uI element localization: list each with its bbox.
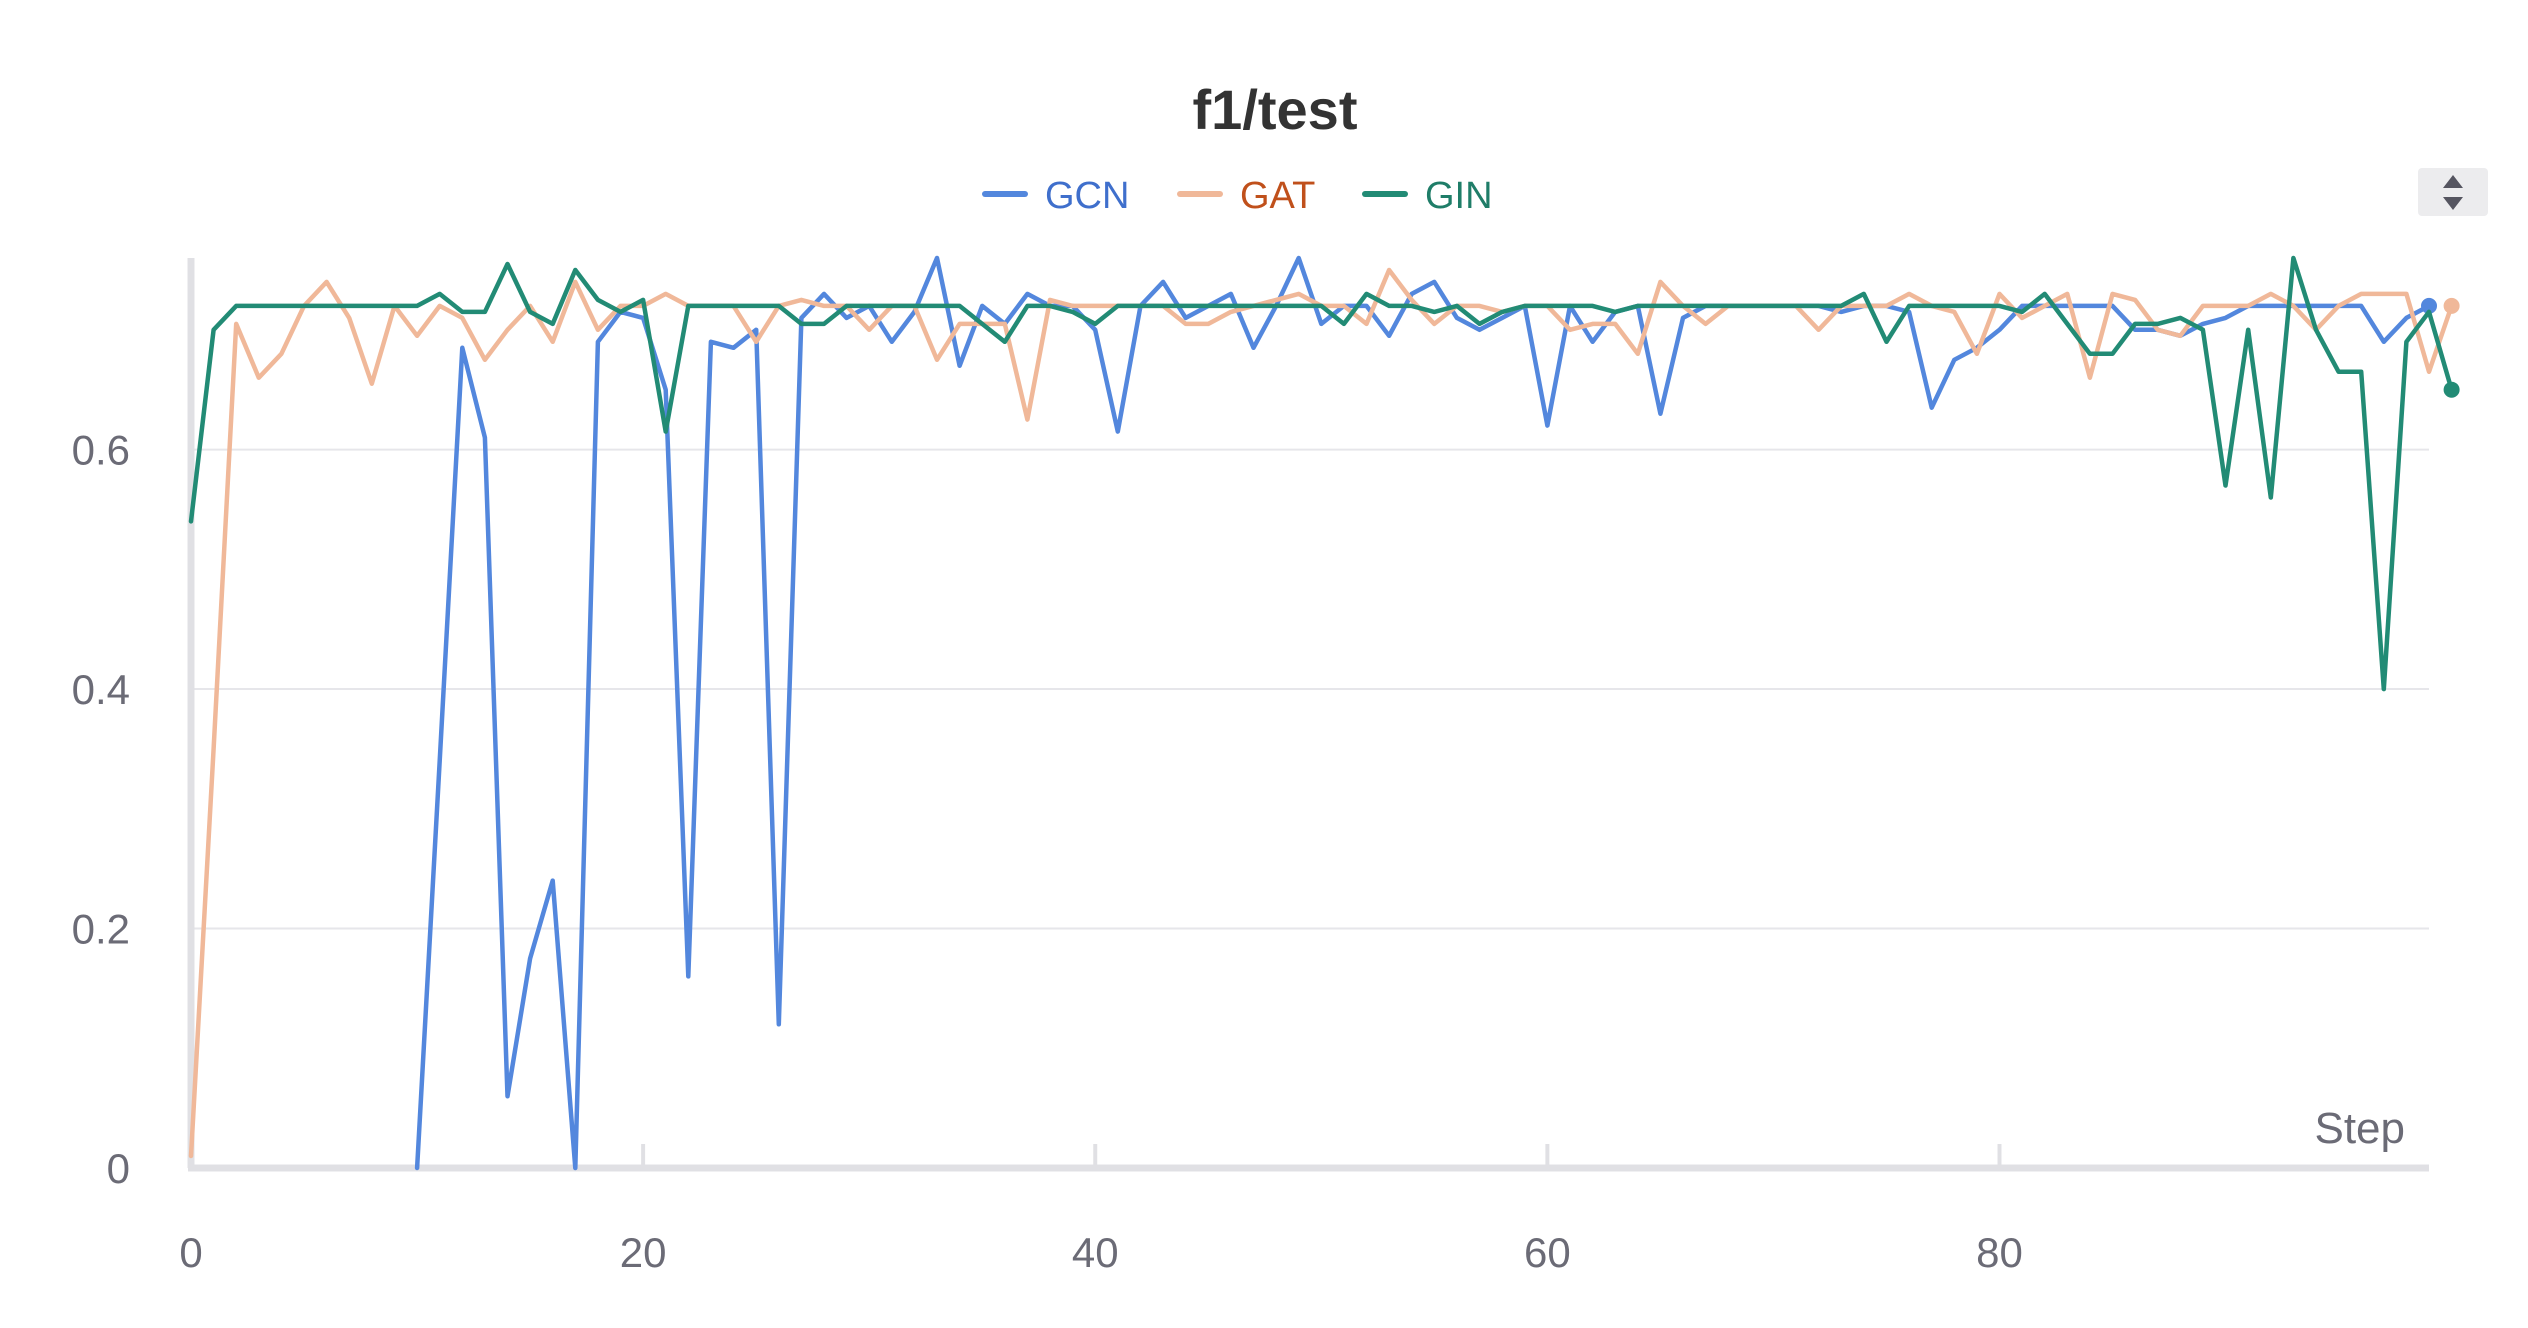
- series-endpoint-gin: [2443, 381, 2460, 398]
- x-tick-label: 20: [620, 1229, 667, 1276]
- series-gin: [188, 255, 2460, 692]
- series-line-gat: [188, 267, 2454, 1159]
- x-tick-label: 80: [1976, 1229, 2023, 1276]
- x-tick-label: 60: [1524, 1229, 1571, 1276]
- series-endpoint-gat: [2443, 297, 2460, 314]
- legend-item-gcn[interactable]: GCN: [982, 175, 1129, 217]
- y-tick-label: 0.2: [72, 906, 130, 953]
- x-axis-ticks: 0 20 40 60 80: [179, 1144, 2023, 1276]
- y-tick-label: 0.4: [72, 666, 130, 713]
- chart-title: f1/test: [1193, 78, 1358, 141]
- series-line-gin: [188, 255, 2454, 692]
- legend: GCN GAT GIN: [982, 175, 1493, 217]
- sort-button[interactable]: [2418, 168, 2488, 216]
- x-axis-label: Step: [2314, 1104, 2405, 1153]
- legend-item-gin[interactable]: GIN: [1362, 175, 1493, 217]
- legend-item-gat[interactable]: GAT: [1177, 175, 1315, 217]
- up-down-arrows-icon: [2443, 175, 2463, 210]
- legend-label: GAT: [1240, 175, 1315, 217]
- series-line-gcn: [414, 255, 2432, 1171]
- legend-label: GIN: [1425, 175, 1493, 217]
- legend-label: GCN: [1045, 175, 1129, 217]
- x-tick-label: 40: [1072, 1229, 1119, 1276]
- series-endpoint-gcn: [2421, 297, 2437, 314]
- y-tick-label: 0.6: [72, 427, 130, 474]
- gridlines: [191, 448, 2429, 930]
- y-axis-ticks: 0 0.2 0.4 0.6: [72, 427, 130, 1192]
- series-gcn: [414, 255, 2437, 1171]
- series-gat: [188, 267, 2460, 1159]
- y-tick-label: 0: [107, 1145, 130, 1192]
- x-tick-label: 0: [179, 1229, 202, 1276]
- series-lines: [188, 255, 2460, 1171]
